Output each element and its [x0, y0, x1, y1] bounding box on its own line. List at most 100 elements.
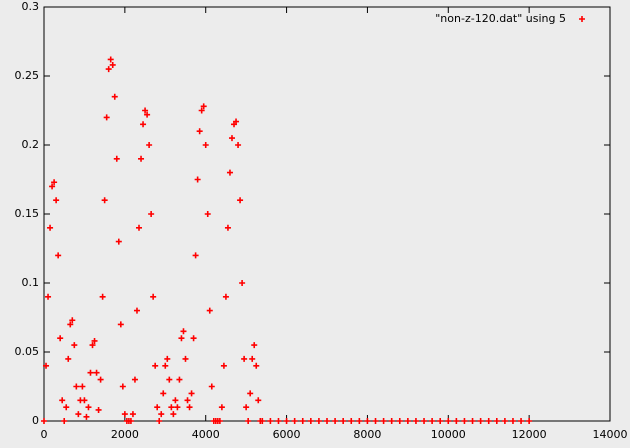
data-point	[255, 397, 262, 404]
data-point	[131, 376, 138, 383]
data-point	[150, 293, 157, 300]
data-point	[107, 56, 114, 63]
data-point	[332, 418, 339, 424]
data-point	[202, 142, 209, 148]
data-point	[188, 390, 195, 397]
data-point	[259, 418, 266, 424]
data-point	[144, 111, 151, 118]
data-point	[174, 404, 181, 411]
data-point	[148, 211, 155, 217]
data-point	[182, 355, 189, 362]
data-point	[166, 376, 173, 383]
data-point	[218, 404, 225, 411]
data-point	[340, 418, 347, 424]
data-point	[228, 135, 235, 142]
data-point	[216, 418, 223, 424]
data-point	[509, 418, 516, 424]
data-point	[71, 342, 78, 349]
data-point	[237, 197, 244, 204]
data-point	[51, 179, 58, 186]
data-point	[200, 103, 207, 110]
data-point	[180, 328, 187, 335]
data-point	[184, 397, 191, 404]
data-point	[283, 418, 290, 424]
y-tick-label: 0.05	[15, 345, 40, 358]
data-point	[224, 224, 231, 231]
data-point	[119, 383, 126, 390]
y-tick-label: 0.25	[15, 69, 40, 82]
data-point	[55, 252, 62, 259]
data-point	[206, 307, 213, 314]
data-point	[307, 418, 314, 424]
data-point	[453, 418, 460, 424]
data-point	[156, 418, 163, 424]
data-point	[103, 114, 110, 121]
data-point	[291, 418, 298, 424]
data-point	[299, 418, 306, 424]
x-tick-label: 8000	[353, 428, 381, 441]
legend-marker	[579, 16, 585, 22]
data-point	[220, 362, 227, 369]
data-point	[186, 404, 193, 411]
data-point	[45, 293, 52, 300]
data-point	[485, 418, 492, 424]
x-tick-label: 2000	[111, 428, 139, 441]
data-point	[396, 418, 403, 424]
data-point	[83, 413, 90, 420]
data-point	[59, 397, 66, 404]
data-point	[111, 93, 118, 100]
data-point	[239, 280, 246, 286]
data-point	[136, 224, 143, 231]
data-point	[129, 411, 136, 418]
data-point	[170, 411, 177, 418]
data-point	[461, 418, 468, 424]
y-tick-label: 0	[32, 414, 39, 427]
data-point	[154, 404, 161, 411]
data-point	[324, 418, 330, 424]
data-point	[81, 397, 88, 404]
data-point	[73, 383, 80, 390]
y-tick-label: 0.1	[22, 276, 40, 289]
data-point	[526, 418, 533, 424]
data-point	[140, 121, 147, 128]
data-point	[267, 418, 274, 424]
data-point	[190, 335, 197, 342]
data-point	[79, 383, 86, 390]
data-point	[133, 307, 140, 314]
data-point	[87, 369, 94, 376]
data-point	[65, 355, 72, 362]
data-point	[469, 418, 476, 424]
data-point	[162, 362, 169, 369]
data-point	[95, 406, 102, 413]
y-tick-label: 0.2	[22, 138, 40, 151]
data-point	[101, 197, 108, 204]
data-point	[164, 355, 171, 362]
data-point	[247, 390, 254, 397]
data-point	[152, 362, 159, 369]
data-point	[97, 376, 104, 383]
x-tick-label: 6000	[273, 428, 301, 441]
data-point	[518, 418, 525, 424]
data-point	[198, 107, 205, 114]
data-point	[380, 418, 387, 424]
data-point	[404, 418, 411, 424]
data-point	[222, 293, 229, 300]
data-point	[429, 418, 436, 424]
data-point	[501, 418, 508, 424]
data-point	[127, 418, 134, 424]
data-point	[63, 404, 70, 411]
data-point	[437, 418, 444, 424]
data-point	[41, 418, 47, 424]
data-point	[356, 418, 363, 424]
data-point	[93, 369, 100, 376]
data-point	[226, 169, 233, 176]
data-point	[192, 252, 199, 259]
data-point	[204, 211, 211, 217]
data-point	[243, 404, 250, 411]
data-point	[253, 362, 260, 369]
x-tick-label: 14000	[593, 428, 628, 441]
y-tick-label: 0.15	[15, 207, 40, 220]
data-point	[47, 224, 54, 231]
